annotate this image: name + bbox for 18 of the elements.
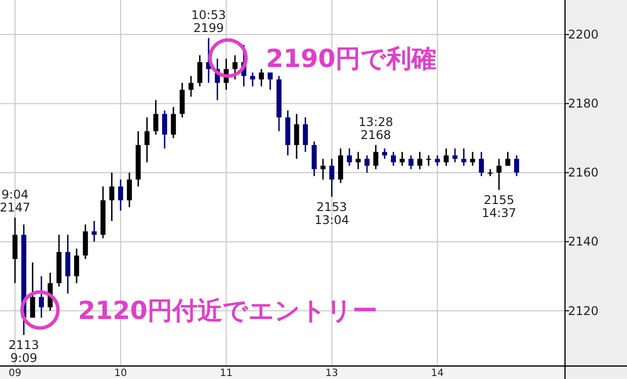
- annotation: 2153 13:04: [314, 200, 350, 227]
- annotation: 2190円で利確: [266, 44, 437, 73]
- x-tick-label: 10: [114, 368, 127, 379]
- annotation: 9:04 2147: [0, 188, 30, 215]
- y-tick-label: 2120: [568, 304, 599, 318]
- annotation: 2155 14:37: [482, 192, 516, 220]
- annotation: 10:53 2199: [191, 8, 226, 35]
- y-tick-label: 2200: [568, 28, 599, 42]
- x-tick-label: 13: [325, 368, 338, 379]
- annotation: 13:28 2168: [358, 115, 394, 142]
- x-tick-label: 09: [8, 368, 22, 379]
- annotation: 2120円付近でエントリー: [78, 296, 378, 325]
- y-tick-label: 2140: [568, 234, 599, 249]
- x-tick-label: 14: [431, 368, 444, 379]
- annotation: 2113 9:09: [8, 338, 40, 365]
- y-tick-label: 2180: [568, 96, 599, 111]
- x-tick-label: 11: [220, 368, 233, 379]
- y-tick-label: 2160: [568, 166, 599, 180]
